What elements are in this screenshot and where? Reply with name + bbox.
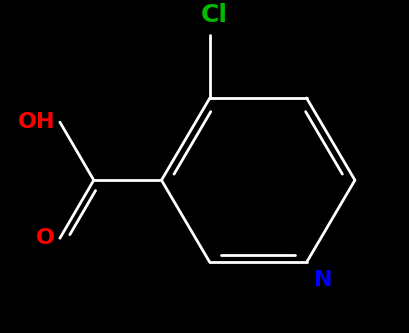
- Text: Cl: Cl: [201, 3, 228, 27]
- Text: N: N: [314, 270, 332, 290]
- Text: OH: OH: [18, 112, 55, 132]
- Text: O: O: [36, 228, 55, 248]
